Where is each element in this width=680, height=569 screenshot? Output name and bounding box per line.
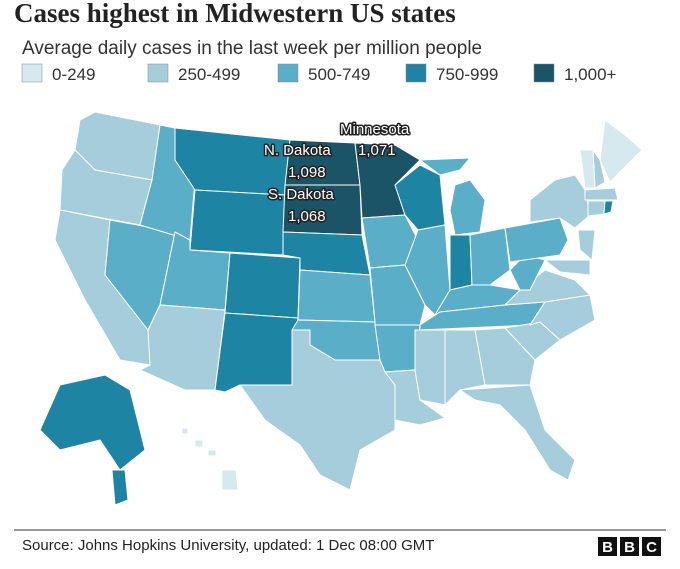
state (174, 127, 291, 196)
legend-label: 0-249 (52, 65, 95, 84)
legend-swatch (21, 63, 43, 83)
logo-box (620, 537, 639, 556)
legend-swatch (533, 63, 555, 83)
title: Cases highest in Midwestern US states (14, 0, 456, 28)
annotation-label: S. Dakota (268, 186, 335, 203)
legend: 0-249 250-499 500-749 750-999 1,000+ (21, 63, 617, 84)
annotations: Minnesota 1,071 N. Dakota 1,098 S. Dakot… (263, 120, 412, 227)
state (469, 227, 511, 286)
state (449, 234, 473, 291)
legend-swatch (277, 63, 299, 83)
state (584, 187, 619, 201)
state (444, 329, 486, 406)
state (111, 469, 129, 506)
logo-letter: B (624, 539, 635, 556)
legend-label: 750-999 (436, 65, 498, 84)
state (214, 312, 299, 393)
source: Source: Johns Hopkins University, update… (22, 537, 434, 554)
state (449, 179, 486, 236)
state (414, 329, 446, 406)
state (577, 229, 596, 261)
annotation-label: Minnesota (340, 121, 410, 138)
state (194, 439, 204, 448)
logo-letter: B (602, 539, 613, 556)
subtitle: Average daily cases in the last week per… (22, 38, 482, 59)
state (39, 374, 146, 471)
annotation-label: N. Dakota (264, 142, 331, 159)
state (374, 324, 421, 373)
legend-swatch (405, 63, 427, 83)
state (239, 329, 396, 491)
legend-label: 1,000+ (564, 65, 617, 84)
state (587, 200, 606, 217)
state (207, 449, 217, 457)
logo-letter: C (646, 539, 657, 556)
legend-label: 250-499 (178, 65, 240, 84)
state (297, 269, 376, 323)
state (459, 384, 576, 481)
annotation-value: 1,068 (288, 208, 326, 225)
annotation-value: 1,071 (358, 142, 396, 159)
legend-swatch (147, 63, 169, 83)
state (544, 259, 591, 276)
state (579, 149, 596, 189)
annotation-value: 1,098 (288, 164, 326, 181)
state (599, 119, 643, 183)
state (474, 327, 536, 386)
state (603, 200, 614, 215)
us-map (39, 111, 643, 506)
logo-box (598, 537, 617, 556)
state (221, 469, 239, 491)
state (419, 157, 471, 176)
legend-label: 500-749 (308, 65, 370, 84)
state (504, 217, 569, 263)
state (181, 427, 189, 435)
state (224, 252, 301, 319)
logo-box (642, 537, 661, 556)
